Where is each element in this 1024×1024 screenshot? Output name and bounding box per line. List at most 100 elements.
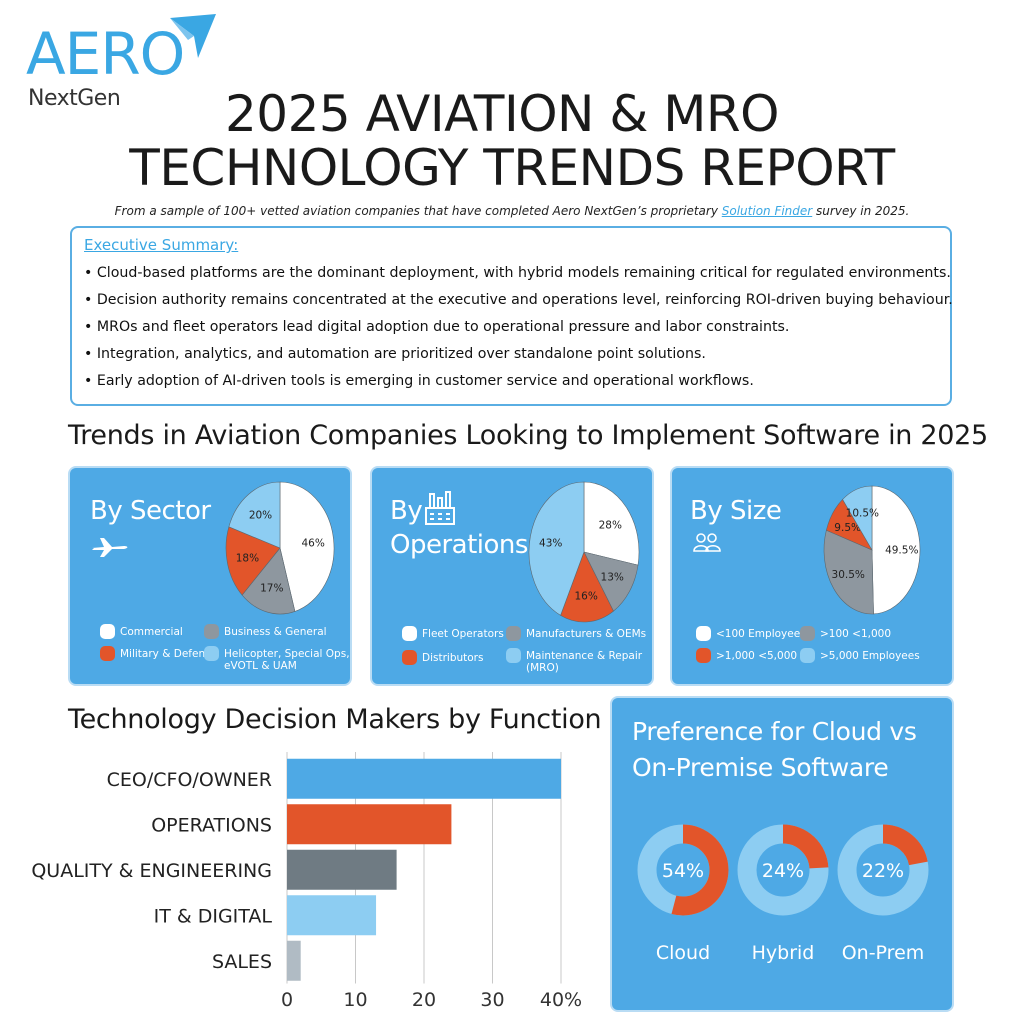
summary-item: • Decision authority remains concentrate…: [84, 292, 953, 308]
legend-label: Military & Defense: [120, 648, 218, 660]
donut-percent-label: 24%: [762, 860, 804, 882]
x-tick-label: 30: [480, 989, 504, 1011]
legend-label: Maintenance & Repair: [526, 650, 643, 662]
legend-label: Fleet Operators: [422, 628, 504, 640]
legend-swatch-business: [204, 624, 219, 639]
cloud-preference-panel: Preference for Cloud vs On-Premise Softw…: [610, 696, 954, 1012]
ops-panel-title-1: By: [390, 496, 423, 526]
legend-swatch-distributors: [402, 650, 417, 665]
operations-panel: By Operations 28% 13% 16% 43% Fleet Operato…: [370, 466, 654, 686]
y-category-label: QUALITY & ENGINEERING: [31, 860, 272, 882]
pie-slice-label: 10.5%: [846, 507, 879, 519]
summary-item: • Cloud-based platforms are the dominant…: [84, 265, 951, 281]
pie-slice: [279, 481, 335, 612]
pie-slice: [228, 481, 281, 549]
legend-label: Business & General: [224, 626, 327, 638]
donut-label-hybrid: Hybrid: [751, 942, 815, 964]
pie-slice-label: 13%: [601, 571, 624, 583]
pie-slice-label: 18%: [236, 552, 259, 564]
legend-label: >100 <1,000: [820, 628, 892, 640]
subtitle-text-after: survey in 2025.: [812, 204, 910, 218]
legend-swatch-military: [100, 646, 115, 661]
x-tick-label: 10: [343, 989, 367, 1011]
report-title-line1: 2025 AVIATION & MRO: [225, 85, 779, 143]
legend-label: >1,000 <5,000: [716, 650, 798, 662]
pie-slice-label: 46%: [301, 537, 324, 549]
donut-label-on-prem: On-Prem: [841, 942, 925, 964]
legend-swatch-1000-5000: [696, 648, 711, 663]
pie-slice: [225, 526, 281, 596]
summary-item: • Early adoption of AI-driven tools is e…: [84, 373, 754, 389]
legend-swatch-helicopter: [204, 646, 219, 661]
legend-swatch-fleet: [402, 626, 417, 641]
donut-percent-label: 54%: [662, 860, 704, 882]
trends-section-heading: Trends in Aviation Companies Looking to …: [68, 420, 988, 451]
sector-panel-title: By Sector: [90, 496, 211, 526]
pie-slice-label: 43%: [539, 538, 562, 550]
size-pie-chart: 49.5% 30.5% 9.5% 10.5%: [823, 485, 921, 615]
bar: [287, 804, 452, 845]
subtitle-text-before: From a sample of 100+ vetted aviation co…: [114, 204, 722, 218]
pie-slice: [871, 485, 921, 615]
cloud-donut-charts: 54% 24% 22%: [637, 824, 929, 916]
logo-brand-text: AERO: [26, 20, 185, 88]
paper-plane-icon: [170, 14, 216, 58]
size-panel: By Size 49.5% 30.5% 9.5% 10.5% <100 Employe…: [670, 466, 954, 686]
cloud-panel-title-line2: On-Premise Software: [632, 753, 889, 782]
x-tick-label: 20: [412, 989, 436, 1011]
pie-slice: [583, 551, 639, 612]
report-subtitle: From a sample of 100+ vetted aviation co…: [0, 204, 1024, 218]
people-icon: [693, 533, 721, 552]
legend-swatch-mro: [506, 648, 521, 663]
operations-pie-chart: 28% 13% 16% 43%: [528, 481, 640, 623]
logo-sub-text: NextGen: [28, 86, 121, 111]
bar: [287, 758, 561, 799]
pie-slice: [823, 529, 874, 615]
y-category-label: SALES: [212, 951, 272, 973]
summary-item: • MROs and fleet operators lead digital …: [84, 319, 790, 335]
pie-slice: [560, 551, 614, 623]
legend-label: Helicopter, Special Ops,: [224, 648, 350, 660]
y-category-label: IT & DIGITAL: [154, 905, 273, 927]
legend-swatch-manufacturers: [506, 626, 521, 641]
bar: [287, 940, 301, 981]
legend-label: (MRO): [526, 662, 559, 674]
legend-label: Distributors: [422, 652, 484, 664]
cloud-panel-title-line1: Preference for Cloud vs: [632, 717, 917, 746]
legend-label: >5,000 Employees: [820, 650, 920, 662]
pie-slice: [241, 547, 296, 615]
bar: [287, 895, 377, 936]
y-category-label: OPERATIONS: [151, 814, 272, 836]
executive-summary-heading[interactable]: Executive Summary:: [84, 236, 239, 254]
pie-slice: [528, 481, 585, 616]
size-panel-title: By Size: [690, 496, 782, 526]
legend-swatch-over-5000: [800, 648, 815, 663]
pie-slice-label: 17%: [260, 583, 283, 595]
legend-label: Commercial: [120, 626, 183, 638]
pie-slice-label: 49.5%: [885, 544, 918, 556]
decision-makers-bar-chart: 0 10 20 30 40% CEO/CFO/OWNER OPERATIONS QUALITY…: [31, 752, 582, 1011]
donut-value-arc: [637, 824, 729, 916]
pie-slice-label: 30.5%: [832, 569, 865, 581]
sector-panel: By Sector 46% 17% 18% 20% Commercial Busine…: [68, 466, 352, 686]
donut-label-cloud: Cloud: [655, 942, 711, 964]
solution-finder-link[interactable]: Solution Finder: [721, 204, 813, 218]
cloud-panel-title: Preference for Cloud vs On-Premise Softw…: [632, 714, 917, 786]
aero-nextgen-logo: AERO NextGen: [26, 14, 216, 114]
legend-label: <100 Employees: [716, 628, 806, 640]
legend-label: Manufacturers & OEMs: [526, 628, 647, 640]
pie-slice: [842, 485, 873, 552]
airplane-icon: [92, 538, 128, 557]
legend-label: eVOTL & UAM: [224, 660, 297, 672]
pie-slice-label: 20%: [249, 510, 272, 522]
decision-makers-heading: Technology Decision Makers by Function: [68, 704, 602, 735]
x-tick-label: 40%: [540, 989, 582, 1011]
pie-slice: [583, 481, 640, 566]
donut-value-arc: [737, 824, 829, 916]
pie-slice-label: 9.5%: [834, 522, 861, 534]
legend-swatch-under-100: [696, 626, 711, 641]
x-tick-label: 0: [281, 989, 293, 1011]
donut-value-arc: [837, 824, 929, 916]
legend-swatch-100-1000: [800, 626, 815, 641]
donut-percent-label: 22%: [862, 860, 904, 882]
